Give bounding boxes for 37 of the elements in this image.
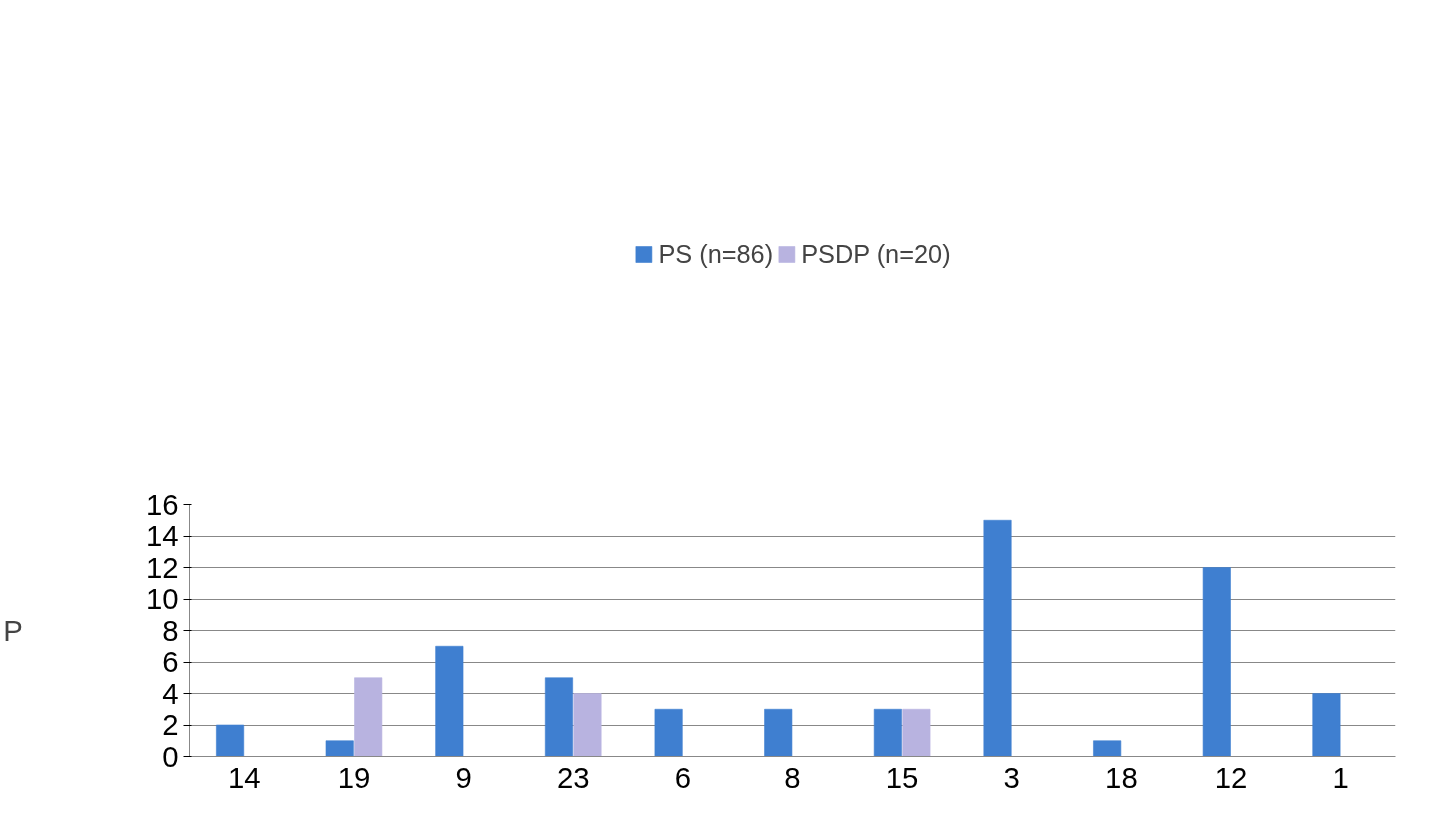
x-tick-label: 6 <box>674 760 692 794</box>
y-tick-label: 12 <box>145 550 179 584</box>
bar <box>873 708 902 757</box>
y-tick-label: 2 <box>162 708 179 741</box>
x-tick-label: 19 <box>337 760 371 794</box>
x-tick-label: 14 <box>228 760 261 794</box>
y-tick-label: 0 <box>162 739 179 773</box>
legend-label: PSDP (n=20) <box>801 239 951 269</box>
bar <box>435 645 464 757</box>
y-tick-label: 4 <box>162 676 179 710</box>
x-tick-label: 9 <box>455 760 472 794</box>
x-tick-label: 3 <box>1003 760 1020 794</box>
y-axis-title: P <box>3 614 23 647</box>
bar <box>325 740 354 757</box>
legend-label: PS (n=86) <box>658 239 774 269</box>
y-tick-label: 14 <box>145 519 179 552</box>
x-tick-label: 23 <box>556 760 590 794</box>
x-tick-label: 8 <box>784 760 801 794</box>
bar <box>1312 693 1341 757</box>
x-tick-label: 18 <box>1105 760 1138 794</box>
x-tick-label: 15 <box>885 760 919 794</box>
bar <box>1093 740 1122 757</box>
bar <box>983 519 1012 757</box>
y-tick-label: 6 <box>162 645 179 678</box>
y-tick-label: 8 <box>162 613 179 647</box>
bar <box>354 677 383 757</box>
y-tick-label: 16 <box>145 487 179 521</box>
bar <box>654 708 683 757</box>
bar <box>216 724 245 757</box>
bar <box>1202 567 1231 757</box>
x-tick-label: 1 <box>1332 760 1349 794</box>
y-tick-label: 10 <box>145 582 179 615</box>
x-tick-label: 12 <box>1214 760 1248 794</box>
bar <box>544 677 573 757</box>
bar <box>573 693 602 757</box>
bar <box>902 708 931 757</box>
bar <box>764 708 793 757</box>
